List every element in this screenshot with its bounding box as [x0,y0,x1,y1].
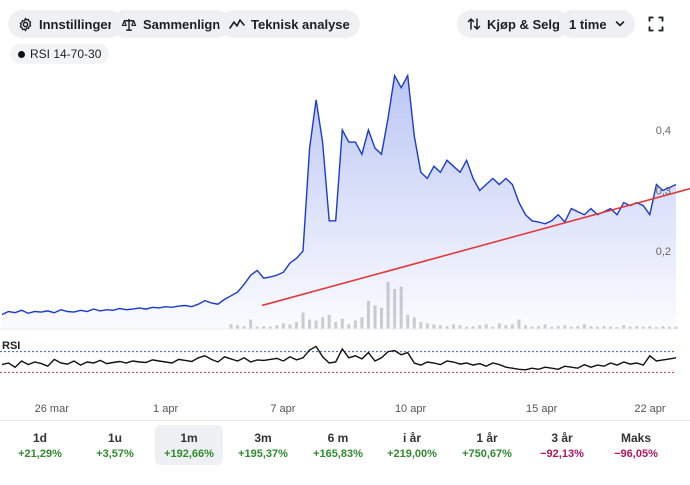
period-label: 3m [254,430,272,445]
trade-label: Kjøp & Selg [487,16,560,32]
period-3-år[interactable]: 3 år −92,13% [528,425,596,465]
period-1-år[interactable]: 1 år +750,67% [453,425,521,465]
x-tick-label: 22 apr [634,403,666,415]
period-change: −92,13% [540,447,584,460]
period-change: −96,05% [614,447,658,460]
period-selector: 1d +21,29% 1u +3,57% 1m +192,66% 3m +195,37% 6 m… [0,420,690,471]
price-chart[interactable]: 0,4 0,3 0,2 RSI 26 mar 1 apr 7 apr 10 apr 15 a… [0,68,690,418]
technical-analysis-label: Teknisk analyse [251,16,350,32]
expand-icon [648,16,664,32]
indicator-tag-label: RSI 14-70-30 [30,47,102,61]
y-tick-label: 0,3 [656,186,671,198]
period-label: Maks [620,430,652,445]
rsi-label: RSI [2,340,20,352]
period-1d[interactable]: 1d +21,29% [6,425,74,465]
interval-value: 1 time [569,16,607,32]
x-tick-label: 7 apr [270,403,295,415]
period-change: +3,57% [96,447,134,460]
period-label: 3 år [551,430,573,445]
period-change: +192,66% [164,447,214,460]
trade-button[interactable]: Kjøp & Selg [457,10,570,38]
period-1u[interactable]: 1u +3,57% [81,425,149,465]
trend-line[interactable] [261,187,690,307]
period-change: +195,37% [238,447,288,460]
compare-label: Sammenlign [143,16,221,32]
period-i-år[interactable]: i år +219,00% [378,425,446,465]
period-6-m[interactable]: 6 m +165,83% [304,425,372,465]
period-label: 1u [107,430,122,445]
settings-label: Innstillinger [39,16,113,32]
y-tick-label: 0,2 [656,246,671,258]
fullscreen-button[interactable] [642,10,670,38]
chevron-down-icon [615,20,625,28]
period-label: 1 år [476,430,498,445]
rsi-line [1,345,677,371]
trend-line-icon [229,17,245,31]
period-change: +21,29% [18,447,62,460]
price-area-fill [2,75,676,329]
x-tick-label: 26 mar [35,403,70,415]
gear-icon [18,17,33,32]
period-label: 6 m [327,430,349,445]
y-tick-label: 0,4 [656,125,671,137]
period-label: 1m [180,430,198,445]
x-tick-label: 15 apr [526,403,558,415]
period-1m[interactable]: 1m +192,66% [155,425,223,465]
swap-arrows-icon [467,17,481,31]
period-label: i år [402,430,421,445]
period-3m[interactable]: 3m +195,37% [229,425,297,465]
period-change: +165,83% [313,447,363,460]
period-maks[interactable]: Maks −96,05% [602,425,670,465]
price-line [1,73,677,316]
period-label: 1d [32,430,47,445]
interval-select[interactable]: 1 time [559,10,635,38]
indicator-dot-icon [18,50,25,58]
period-change: +219,00% [387,447,437,460]
x-tick-label: 10 apr [395,403,427,415]
period-change: +750,67% [462,447,512,460]
x-tick-label: 1 apr [153,403,178,415]
scale-icon [121,17,137,32]
technical-analysis-button[interactable]: Teknisk analyse [219,10,360,38]
settings-button[interactable]: Innstillinger [8,10,123,38]
indicator-tag[interactable]: RSI 14-70-30 [10,44,110,64]
compare-button[interactable]: Sammenlign [111,10,231,38]
